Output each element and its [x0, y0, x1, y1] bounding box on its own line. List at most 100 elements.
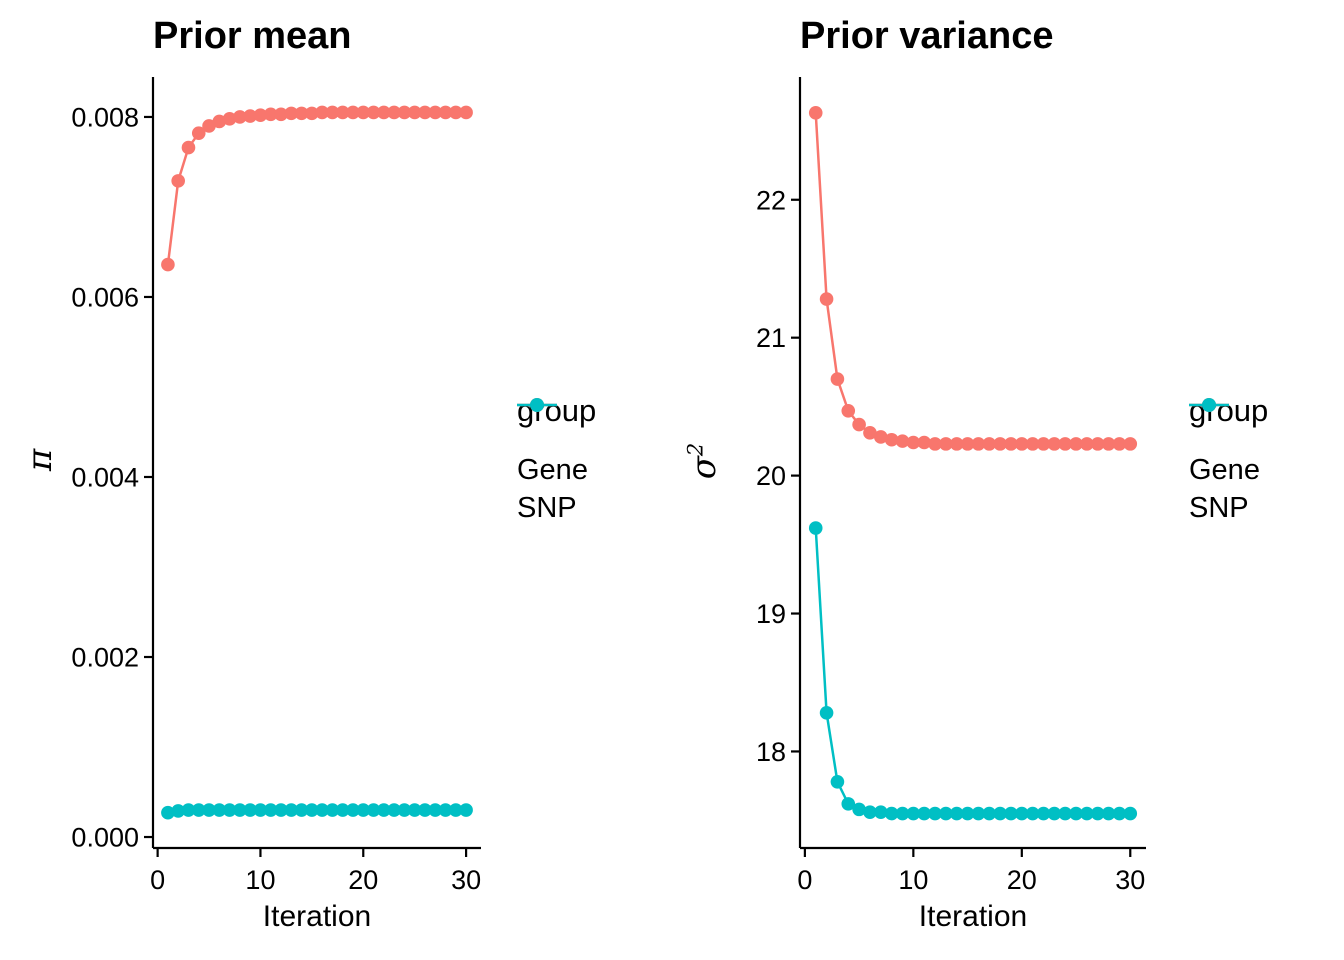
gene-data-point: [274, 107, 288, 122]
y-tick-label: 18: [756, 737, 786, 767]
snp-legend-key-icon: [1189, 398, 1229, 412]
x-tick-label: 10: [245, 865, 275, 895]
snp-data-point: [315, 803, 329, 817]
snp-data-point: [1101, 806, 1116, 821]
snp-data-point: [960, 806, 975, 821]
snp-data-point: [294, 803, 309, 817]
y-tick-label: 0.004: [71, 462, 139, 492]
gene-data-point: [928, 437, 942, 451]
snp-data-point: [1080, 806, 1094, 821]
snp-data-point: [852, 802, 866, 817]
y-tick-label: 21: [756, 323, 786, 353]
y-tick-label: 19: [756, 599, 786, 629]
gene-data-point: [161, 257, 175, 272]
gene-data-point: [1080, 437, 1094, 451]
gene-data-point: [1069, 437, 1083, 451]
y-axis-title-sigma-squared: σ2: [684, 443, 724, 480]
legend-label-gene: Gene: [1189, 454, 1260, 486]
x-tick-label: 20: [348, 865, 378, 895]
gene-data-point: [949, 437, 964, 451]
snp-data-point: [917, 806, 931, 821]
gene-data-point: [960, 437, 975, 451]
snp-data-point: [171, 804, 185, 818]
snp-data-point: [212, 803, 227, 817]
snp-data-point: [428, 803, 443, 817]
snp-data-point: [949, 806, 964, 821]
gene-data-point: [1015, 437, 1029, 451]
snp-data-point: [1123, 806, 1138, 821]
snp-data-point: [1004, 806, 1018, 821]
gene-data-point: [841, 403, 856, 418]
gene-data-point: [294, 106, 309, 121]
legend-title: group: [517, 393, 597, 428]
snp-data-point: [274, 803, 288, 817]
snp-data-point: [305, 803, 319, 817]
gene-data-point: [212, 114, 227, 129]
snp-data-point: [263, 803, 278, 817]
y-tick-label: 20: [756, 461, 786, 491]
snp-data-point: [819, 706, 834, 720]
gene-data-point: [449, 105, 463, 120]
snp-data-point: [982, 806, 997, 821]
snp-data-point: [1025, 806, 1040, 821]
x-axis-title-iteration-left: Iteration: [262, 900, 372, 933]
snp-data-point: [1036, 806, 1051, 821]
gene-data-point: [377, 105, 391, 120]
legend-entry-gene: Gene: [1189, 398, 1339, 489]
snp-data-point: [928, 806, 942, 821]
gene-data-point: [428, 105, 443, 120]
gene-data-point: [325, 105, 340, 120]
gene-series-line: [814, 112, 1131, 446]
gene-data-point: [852, 417, 866, 432]
snp-series-line: [814, 527, 1131, 815]
legend-label-gene: Gene: [517, 454, 588, 486]
snp-data-point: [1112, 806, 1127, 821]
snp-data-point: [366, 803, 381, 817]
gene-data-point: [906, 435, 921, 450]
snp-data-point: [939, 806, 953, 821]
gene-data-point: [863, 426, 877, 440]
gene-data-point: [438, 105, 453, 120]
snp-data-point: [191, 803, 206, 817]
gene-data-point: [993, 437, 1007, 451]
gene-data-point: [459, 105, 473, 120]
legend-right: group Gene SNP: [1189, 395, 1339, 527]
gene-data-point: [346, 105, 360, 120]
gene-data-point: [233, 110, 247, 124]
gene-data-point: [895, 434, 910, 448]
legend-left: group Gene SNP: [517, 395, 667, 527]
legend-entry-snp: SNP: [517, 398, 667, 527]
y-tick-label: 22: [756, 185, 786, 215]
gene-data-point: [387, 105, 401, 120]
snp-data-point: [181, 803, 196, 817]
snp-data-point: [407, 803, 422, 817]
snp-data-point: [906, 806, 921, 821]
gene-data-point: [222, 111, 237, 126]
snp-data-point: [863, 805, 877, 819]
prior-variance-title: Prior variance: [800, 15, 1054, 57]
y-tick-label: 0.006: [71, 282, 139, 312]
snp-data-point: [253, 803, 268, 817]
gene-data-point: [1090, 437, 1105, 451]
gene-data-point: [1004, 437, 1018, 451]
gene-data-point: [191, 126, 206, 140]
gene-data-point: [819, 292, 834, 306]
chart-panel-0: 0.000 0.002 0.004 0.006 0.008 0 10 20 30: [71, 77, 481, 895]
legend-entry-snp: SNP: [1189, 398, 1339, 527]
gene-data-point: [971, 437, 986, 451]
gene-data-point: [1047, 437, 1062, 451]
snp-data-point: [418, 803, 432, 817]
gene-data-point: [171, 174, 185, 188]
gene-data-point: [1025, 437, 1040, 451]
x-tick-label: 30: [451, 865, 481, 895]
gene-data-point: [939, 437, 953, 451]
sigma-symbol: σ: [684, 456, 724, 480]
gene-series-line: [166, 111, 467, 265]
snp-data-point: [284, 803, 299, 817]
x-tick-label: 30: [1115, 865, 1145, 895]
gene-data-point: [253, 108, 268, 122]
x-tick-label: 0: [150, 865, 165, 895]
snp-data-point: [438, 803, 453, 817]
gene-data-point: [808, 106, 823, 120]
